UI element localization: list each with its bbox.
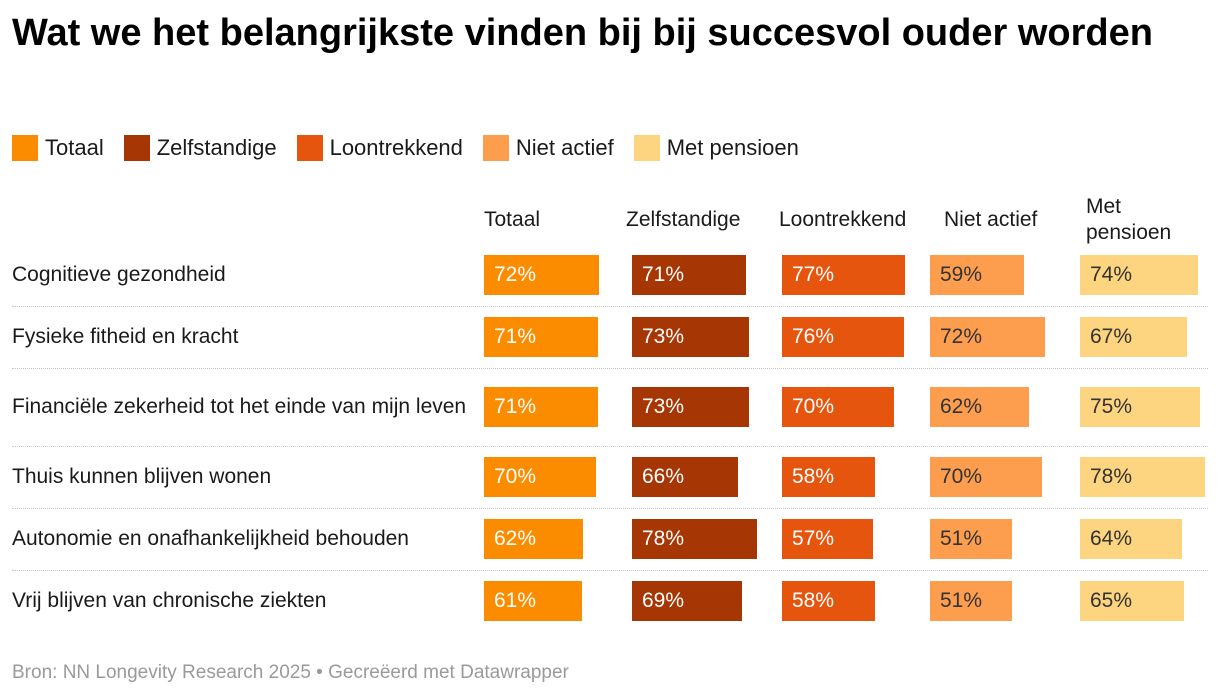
row-divider	[12, 368, 1208, 369]
bar-met-pensioen: 75%	[1080, 387, 1200, 427]
legend-label: Zelfstandige	[156, 135, 277, 160]
legend-label: Niet actief	[515, 135, 614, 160]
bar-niet-actief: 72%	[930, 317, 1045, 357]
row-label: Vrij blijven van chronische ziekten	[12, 589, 327, 612]
bar-zelfstandige: 69%	[632, 581, 742, 621]
legend-label: Met pensioen	[666, 135, 799, 160]
row-label: Cognitieve gezondheid	[12, 263, 226, 286]
legend-label: Loontrekkend	[329, 135, 463, 160]
row-divider	[12, 508, 1208, 509]
bar-totaal: 70%	[484, 457, 596, 497]
bar-loontrekkend: 76%	[782, 317, 904, 357]
bar-met-pensioen: 64%	[1080, 519, 1182, 559]
column-header-niet-actief: Niet actief	[944, 208, 1038, 231]
row-divider	[12, 306, 1208, 307]
legend-swatch	[123, 135, 150, 161]
bar-niet-actief: 59%	[930, 255, 1024, 295]
bar-loontrekkend: 77%	[782, 255, 905, 295]
bar-zelfstandige: 73%	[632, 317, 749, 357]
legend-item-loontrekkend: Loontrekkend	[296, 135, 463, 161]
row-divider	[12, 570, 1208, 571]
bar-niet-actief: 51%	[930, 581, 1012, 621]
legend-item-zelfstandige: Zelfstandige	[123, 135, 277, 161]
bar-loontrekkend: 58%	[782, 581, 875, 621]
column-header-zelfstandige: Zelfstandige	[626, 208, 741, 231]
row-label: Financiële zekerheid tot het einde van m…	[12, 395, 467, 418]
bar-totaal: 71%	[484, 317, 598, 357]
legend-item-niet-actief: Niet actief	[482, 135, 614, 161]
column-header-totaal: Totaal	[484, 208, 541, 231]
legend-item-met-pensioen: Met pensioen	[633, 135, 799, 161]
legend-label: Totaal	[45, 135, 104, 160]
legend-swatch	[12, 135, 38, 161]
bar-met-pensioen: 74%	[1080, 255, 1198, 295]
source-footer: Bron: NN Longevity Research 2025 • Gecre…	[12, 662, 569, 683]
bar-met-pensioen: 65%	[1080, 581, 1184, 621]
column-header-met-pensioen: Met pensioen	[1086, 195, 1172, 244]
row-label: Autonomie en onafhankelijkheid behouden	[12, 527, 409, 550]
bar-niet-actief: 70%	[930, 457, 1042, 497]
bar-loontrekkend: 58%	[782, 457, 875, 497]
bar-zelfstandige: 78%	[632, 519, 757, 559]
bar-met-pensioen: 67%	[1080, 317, 1187, 357]
bar-niet-actief: 51%	[930, 519, 1012, 559]
row-label: Thuis kunnen blijven wonen	[12, 465, 272, 488]
bar-zelfstandige: 71%	[632, 255, 746, 295]
bar-loontrekkend: 57%	[782, 519, 873, 559]
chart-title: Wat we het belangrijkste vinden bij bij …	[12, 12, 1153, 54]
bar-totaal: 72%	[484, 255, 599, 295]
row-divider	[12, 446, 1208, 447]
legend-swatch	[482, 135, 509, 161]
column-header-loontrekkend: Loontrekkend	[779, 208, 907, 231]
row-label: Fysieke fitheid en kracht	[12, 325, 239, 348]
bar-zelfstandige: 66%	[632, 457, 738, 497]
legend: Totaal Zelfstandige Loontrekkend Niet actie…	[12, 134, 819, 162]
bar-met-pensioen: 78%	[1080, 457, 1205, 497]
bar-niet-actief: 62%	[930, 387, 1029, 427]
bar-loontrekkend: 70%	[782, 387, 894, 427]
bar-totaal: 61%	[484, 581, 582, 621]
bar-zelfstandige: 73%	[632, 387, 749, 427]
bar-totaal: 71%	[484, 387, 598, 427]
bar-totaal: 62%	[484, 519, 583, 559]
legend-item-totaal: Totaal	[12, 135, 104, 161]
legend-swatch	[296, 135, 323, 161]
legend-swatch	[633, 135, 660, 161]
